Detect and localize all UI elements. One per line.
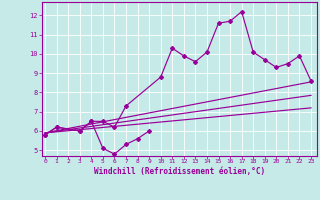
X-axis label: Windchill (Refroidissement éolien,°C): Windchill (Refroidissement éolien,°C) xyxy=(94,167,265,176)
